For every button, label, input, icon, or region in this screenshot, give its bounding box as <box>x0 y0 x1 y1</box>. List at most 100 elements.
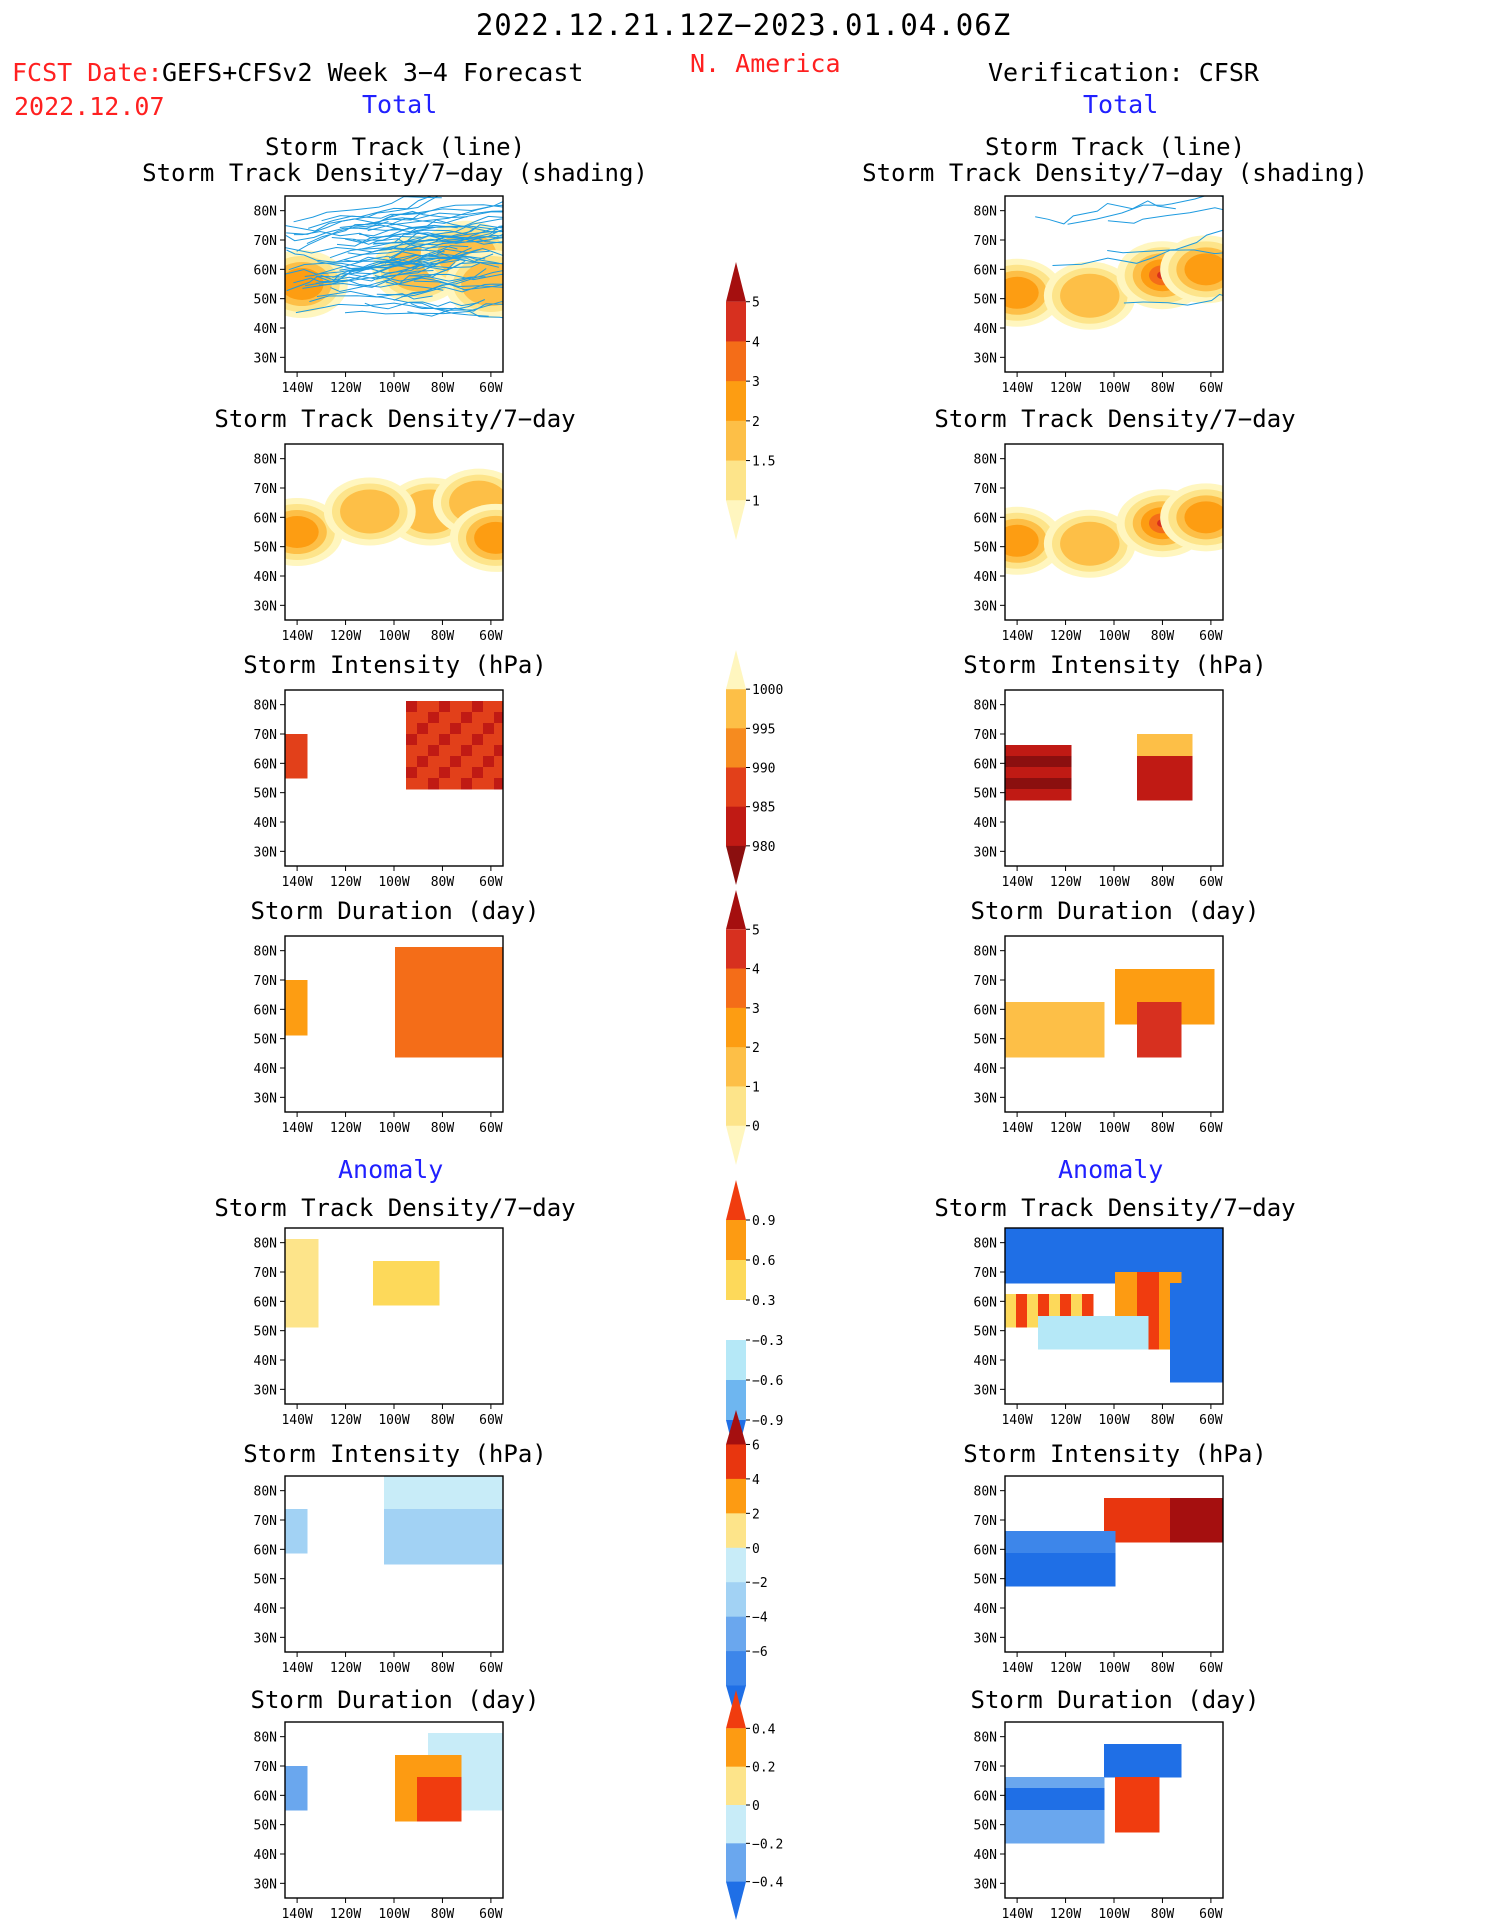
lat-tick-label: 50N <box>974 787 997 802</box>
grid-cell <box>406 969 418 981</box>
colorbar-segment <box>726 1478 746 1514</box>
grid-cell <box>1049 1810 1061 1822</box>
lat-tick-label: 70N <box>974 728 997 743</box>
lon-tick-label: 140W <box>1001 875 1032 890</box>
grid-cell <box>307 1250 319 1262</box>
grid-cell <box>1137 1024 1149 1036</box>
grid-cell <box>1104 1228 1116 1240</box>
grid-cell <box>296 745 308 757</box>
grid-cell <box>1016 756 1028 768</box>
lat-tick-label: 50N <box>254 1033 277 1048</box>
grid-cell <box>450 1810 462 1822</box>
lat-tick-label: 50N <box>974 541 997 556</box>
grid-cell <box>1137 1294 1149 1306</box>
grid-cell <box>1170 1755 1182 1767</box>
storm-track-line <box>1067 196 1223 225</box>
grid-cell <box>1049 1832 1061 1844</box>
storm-track-line <box>288 262 422 274</box>
grid-cell <box>1049 1316 1061 1328</box>
grid-cell <box>1170 1272 1182 1284</box>
lat-tick-label: 30N <box>974 845 997 860</box>
lat-tick-label: 70N <box>974 1266 997 1281</box>
grid-cell <box>1071 1261 1083 1273</box>
grid-cell <box>494 1002 503 1014</box>
grid-cell <box>1104 1564 1116 1576</box>
grid-cell <box>307 1272 319 1284</box>
grid-cell <box>494 778 503 790</box>
grid-cell <box>384 1520 396 1532</box>
lon-tick-label: 140W <box>1001 1121 1032 1136</box>
grid-cell <box>472 1013 484 1025</box>
grid-cell <box>1126 980 1138 992</box>
grid-cell <box>1192 1002 1204 1014</box>
grid-cell <box>1082 1035 1094 1047</box>
lon-tick-label: 140W <box>281 629 312 644</box>
grid-cell <box>1203 1338 1215 1350</box>
grid-cell <box>1060 1542 1072 1554</box>
grid-cell <box>494 1744 503 1756</box>
grid-cell <box>1203 1327 1215 1339</box>
grid-cell <box>1148 1777 1160 1789</box>
grid-cell <box>296 1777 308 1789</box>
grid-cell <box>384 1487 396 1499</box>
grid-cell <box>417 1024 429 1036</box>
grid-cell <box>1170 1744 1182 1756</box>
colorbar-segment <box>726 1766 746 1806</box>
grid-cell <box>428 734 440 746</box>
lat-tick-label: 40N <box>974 1354 997 1369</box>
grid-cell <box>1148 1498 1160 1510</box>
grid-cell <box>483 1035 495 1047</box>
colorbar-label: 0.3 <box>752 1294 775 1309</box>
grid-cell <box>1038 1821 1050 1833</box>
grid-cell <box>439 723 451 735</box>
grid-cell <box>1071 1799 1083 1811</box>
grid-cell <box>439 1766 451 1778</box>
lat-tick-label: 70N <box>254 728 277 743</box>
grid-cell <box>1137 1799 1149 1811</box>
density-blob <box>1005 276 1039 309</box>
grid-cell <box>406 778 418 790</box>
grid-cell <box>450 1498 462 1510</box>
grid-cell <box>494 1531 503 1543</box>
grid-cell <box>450 1509 462 1521</box>
lon-tick-label: 140W <box>1001 1661 1032 1676</box>
grid-cell <box>450 958 462 970</box>
colorbar-segment <box>726 968 746 1009</box>
grid-cell <box>1181 1338 1193 1350</box>
grid-cell <box>1027 789 1039 801</box>
grid-cell <box>461 1755 473 1767</box>
grid-cell <box>307 1283 319 1295</box>
grid-cell <box>1104 1498 1116 1510</box>
grid-cell <box>285 1250 297 1262</box>
grid-cell <box>1181 1305 1193 1317</box>
grid-cell <box>1148 1821 1160 1833</box>
storm-track-line <box>410 301 503 311</box>
grid-cell <box>1159 1520 1171 1532</box>
grid-cell <box>428 1046 440 1058</box>
grid-cell <box>296 1024 308 1036</box>
grid-cell <box>1071 1542 1083 1554</box>
grid-cell <box>1126 1294 1138 1306</box>
grid-cell <box>384 1476 396 1488</box>
grid-cell <box>1005 1024 1017 1036</box>
grid-cell <box>1170 1360 1182 1372</box>
grid-cell <box>1115 1272 1127 1284</box>
grid-cell <box>1005 1821 1017 1833</box>
grid-cell <box>395 1542 407 1554</box>
grid-cell <box>1214 1316 1223 1328</box>
grid-cell <box>1115 1294 1127 1306</box>
grid-cell <box>483 701 495 713</box>
grid-cell <box>1082 1239 1094 1251</box>
grid-cell <box>1071 1575 1083 1587</box>
grid-cell <box>1060 778 1072 790</box>
lat-tick-label: 70N <box>254 1760 277 1775</box>
grid-cell <box>1005 1294 1017 1306</box>
grid-cell <box>428 980 440 992</box>
grid-cell <box>1192 1316 1204 1328</box>
grid-cell <box>1016 1239 1028 1251</box>
map-panel: 80N 70N 60N 50N 40N 30N 140W 120W 100W 80W 60W <box>974 935 1224 1136</box>
grid-cell <box>296 756 308 768</box>
grid-cell <box>285 1520 297 1532</box>
grid-cell <box>428 1487 440 1499</box>
grid-cell <box>373 1283 385 1295</box>
